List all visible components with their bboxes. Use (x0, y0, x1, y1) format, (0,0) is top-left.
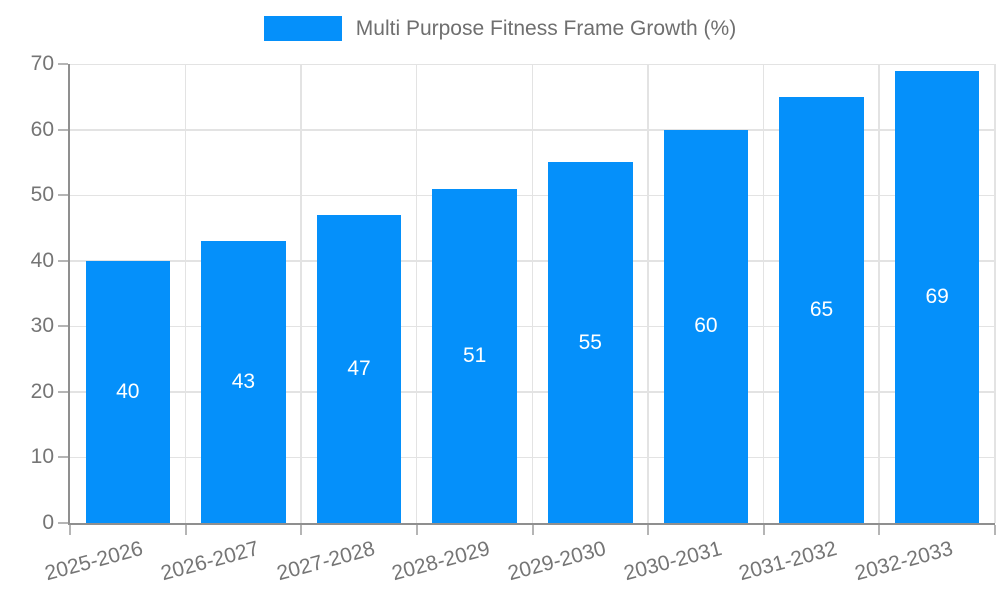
bar[interactable]: 69 (894, 70, 980, 523)
bar-value-label: 43 (231, 370, 256, 394)
x-tick-label: 2032-2033 (852, 537, 956, 586)
bar[interactable]: 43 (201, 241, 286, 523)
x-tick-mark (647, 525, 650, 535)
plot-area: 40 43 47 51 55 60 65 69 (58, 63, 996, 535)
x-tick-label: 2025-2026 (42, 537, 146, 586)
bar[interactable]: 51 (432, 188, 517, 523)
x-tick-label: 2028-2029 (389, 537, 493, 586)
y-tick-label: 70 (30, 52, 54, 75)
y-tick-mark (58, 325, 68, 328)
bar[interactable]: 60 (663, 129, 749, 523)
bar-value-label: 69 (925, 284, 949, 308)
legend-swatch (263, 16, 342, 41)
legend-label: Multi Purpose Fitness Frame Growth (%) (355, 16, 737, 40)
bar-value-label: 51 (463, 343, 487, 367)
x-tick-mark (415, 525, 418, 535)
y-tick-label: 40 (30, 248, 54, 272)
x-tick-label: 2026-2027 (158, 537, 262, 586)
y-tick-mark (58, 128, 68, 131)
bar[interactable]: 40 (85, 260, 171, 523)
x-tick-label: 2029-2030 (505, 537, 609, 586)
legend[interactable]: Multi Purpose Fitness Frame Growth (%) (0, 16, 1000, 41)
bar-value-label: 60 (694, 314, 718, 338)
bar[interactable]: 55 (548, 162, 633, 523)
y-tick-mark (58, 63, 68, 65)
gridline-v (300, 64, 302, 523)
bar-value-label: 55 (578, 330, 602, 354)
bar[interactable]: 47 (316, 214, 402, 523)
y-tick-label: 10 (30, 445, 54, 469)
y-tick-label: 50 (30, 183, 54, 207)
y-tick-mark (58, 259, 68, 262)
gridline-v (994, 64, 996, 523)
y-tick-label: 60 (30, 117, 54, 141)
gridline-v (531, 64, 533, 523)
bar-value-label: 47 (347, 356, 371, 380)
x-tick-label: 2030-2031 (620, 537, 724, 586)
bar-value-label: 65 (809, 297, 834, 321)
y-tick-mark (58, 390, 68, 393)
gridline-v (878, 64, 880, 523)
gridline-v (762, 64, 765, 523)
gridline-v (415, 64, 418, 523)
y-tick-mark (58, 522, 68, 524)
y-tick-label: 20 (30, 379, 54, 403)
x-tick-mark (184, 525, 187, 535)
x-tick-mark (69, 525, 71, 535)
y-tick-label: 0 (42, 511, 54, 534)
x-tick-label: 2031-2032 (736, 537, 840, 586)
gridline-v (184, 64, 187, 523)
gridline-v (647, 64, 649, 523)
bar-value-label: 40 (116, 379, 140, 403)
y-tick-mark (58, 194, 68, 197)
x-tick-mark (300, 525, 303, 535)
y-axis-labels: 0 10 20 30 40 50 60 70 (0, 52, 54, 534)
x-tick-mark (994, 525, 996, 535)
y-tick-label: 30 (30, 314, 54, 338)
bar[interactable]: 65 (779, 96, 864, 523)
y-tick-mark (58, 456, 68, 459)
x-tick-mark (762, 525, 765, 535)
x-axis-labels: 2025-2026 2026-2027 2027-2028 2028-2029 2029… (43, 525, 993, 600)
x-tick-mark (878, 525, 881, 535)
x-tick-label: 2027-2028 (274, 537, 378, 586)
x-tick-mark (531, 525, 534, 535)
